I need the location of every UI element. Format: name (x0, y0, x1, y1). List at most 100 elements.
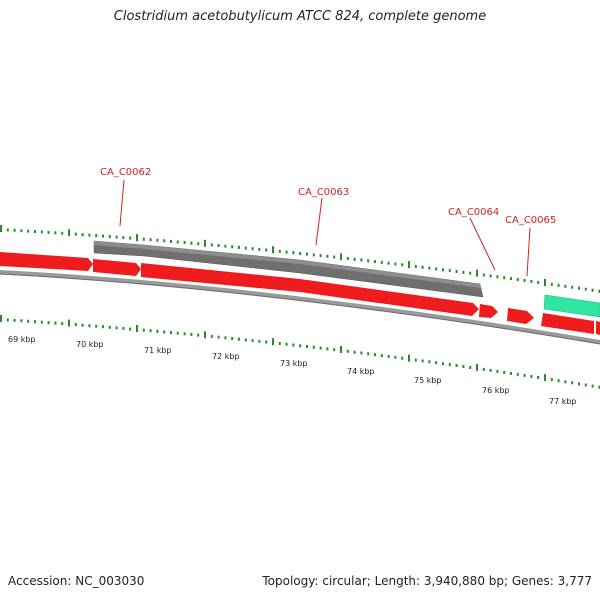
inner-minor-tick (319, 346, 322, 350)
gene-ca-c0063-arrow[interactable] (141, 263, 479, 316)
inner-minor-tick (394, 355, 397, 359)
gene-label-ca-c0065[interactable]: CA_C0065 (505, 215, 556, 226)
inner-minor-tick (367, 352, 370, 356)
inner-minor-tick (482, 367, 485, 371)
scale-label-69kbp: 69 kbp (8, 335, 36, 344)
gene-ca-c0062-arrow[interactable] (93, 259, 141, 276)
inner-minor-tick (530, 375, 533, 378)
inner-minor-tick (557, 379, 560, 383)
outer-minor-tick (591, 288, 594, 292)
outer-minor-tick (149, 238, 152, 242)
inner-minor-tick (550, 378, 553, 382)
inner-minor-tick (306, 345, 308, 348)
label-leader-ca-c0063 (315, 197, 323, 246)
outer-minor-tick (27, 229, 30, 233)
gene-ca-c0065-arrow[interactable] (507, 308, 534, 324)
inner-major-tick (476, 363, 478, 371)
map-title: Clostridium acetobutylicum ATCC 824, com… (113, 9, 487, 24)
inner-minor-tick (414, 358, 417, 362)
inner-minor-tick (469, 366, 472, 369)
inner-major-tick (68, 319, 70, 327)
inner-minor-tick (142, 328, 145, 332)
inner-minor-tick (190, 332, 193, 336)
inner-minor-tick (115, 326, 118, 330)
outer-minor-tick (353, 257, 356, 261)
outer-minor-tick (34, 230, 36, 233)
outer-minor-tick (401, 263, 404, 267)
outer-minor-tick (442, 268, 444, 272)
inner-minor-tick (537, 376, 540, 379)
outer-minor-tick (496, 275, 499, 279)
inner-minor-tick (523, 373, 526, 377)
inner-tick-row (0, 315, 600, 389)
outer-major-tick (340, 253, 342, 261)
inner-minor-tick (47, 321, 50, 325)
outer-minor-tick (557, 283, 560, 287)
outer-minor-tick (523, 279, 526, 282)
gene-label-ca-c0063[interactable]: CA_C0063 (298, 187, 349, 198)
outer-minor-tick (516, 278, 519, 282)
gene-forward-arrow-edge[interactable] (596, 321, 600, 335)
scale-label-70kbp: 70 kbp (76, 340, 104, 349)
outer-minor-tick (503, 276, 506, 280)
outer-minor-tick (142, 237, 145, 241)
outer-minor-tick (13, 228, 16, 232)
inner-minor-tick (489, 368, 492, 372)
outer-minor-tick (163, 239, 166, 243)
inner-minor-tick (448, 363, 451, 367)
outer-minor-tick (537, 280, 540, 284)
gene-teal-block[interactable] (543, 294, 600, 318)
label-leader-ca-c0065 (526, 227, 531, 277)
outer-minor-tick (367, 259, 370, 263)
outer-minor-tick (278, 249, 281, 253)
inner-major-tick (408, 354, 410, 362)
gene-label-ca-c0064[interactable]: CA_C0064 (448, 207, 499, 218)
inner-minor-tick (156, 329, 159, 333)
label-leader-ca-c0064 (469, 217, 496, 271)
inner-minor-tick (496, 369, 499, 373)
outer-minor-tick (88, 233, 91, 237)
inner-minor-tick (578, 382, 580, 386)
scale-label-75kbp: 75 kbp (414, 376, 442, 385)
outer-minor-tick (74, 232, 77, 236)
outer-minor-tick (292, 251, 295, 255)
outer-minor-tick (448, 269, 451, 273)
scale-label-71kbp: 71 kbp (144, 346, 172, 355)
outer-minor-tick (510, 277, 512, 281)
outer-minor-tick (6, 228, 9, 232)
inner-minor-tick (183, 332, 186, 336)
outer-minor-tick (258, 247, 261, 251)
scale-label-74kbp: 74 kbp (347, 367, 375, 376)
inner-minor-tick (54, 321, 57, 325)
outer-minor-tick (210, 243, 213, 247)
outer-minor-tick (530, 279, 533, 283)
inner-major-tick (340, 346, 342, 353)
outer-minor-tick (265, 248, 268, 252)
inner-minor-tick (238, 337, 240, 341)
outer-minor-tick (20, 229, 23, 233)
gene-forward-arrow-left[interactable] (0, 252, 93, 271)
inner-minor-tick (40, 320, 43, 324)
inner-minor-tick (503, 370, 506, 374)
gene-label-ca-c0062[interactable]: CA_C0062 (100, 167, 151, 178)
outer-minor-tick (183, 241, 186, 244)
outer-minor-tick (394, 262, 397, 266)
outer-minor-tick (217, 244, 220, 247)
outer-minor-tick (285, 250, 288, 254)
inner-minor-tick (292, 343, 295, 347)
inner-minor-tick (353, 350, 356, 354)
outer-minor-tick (190, 241, 193, 245)
outer-minor-tick (598, 289, 600, 293)
outer-minor-tick (244, 246, 247, 250)
inner-minor-tick (360, 351, 363, 355)
inner-minor-tick (387, 354, 390, 358)
outer-minor-tick (414, 264, 417, 268)
gene-forward-arrow-right[interactable] (541, 313, 594, 334)
outer-minor-tick (95, 234, 98, 238)
outer-minor-tick (482, 273, 485, 277)
inner-minor-tick (326, 347, 329, 351)
inner-minor-tick (244, 338, 247, 342)
outer-minor-tick (346, 257, 349, 260)
gene-grey-highlight (94, 241, 481, 288)
gene-ca-c0064-arrow[interactable] (479, 304, 498, 318)
